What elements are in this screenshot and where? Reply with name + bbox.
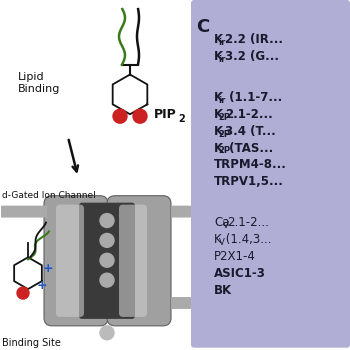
Text: 2.1-2...: 2.1-2... (227, 216, 268, 229)
Circle shape (100, 214, 114, 228)
Circle shape (100, 326, 114, 340)
Text: TRPM4-8...: TRPM4-8... (214, 159, 287, 172)
FancyBboxPatch shape (1, 206, 47, 218)
FancyBboxPatch shape (44, 196, 108, 326)
Text: Binding Site: Binding Site (2, 338, 61, 348)
Text: ir: ir (219, 96, 226, 105)
Text: 2P: 2P (219, 130, 231, 139)
Text: 3.2 (G...: 3.2 (G... (225, 50, 279, 63)
Text: (1.4,3...: (1.4,3... (222, 233, 272, 246)
Text: 2.1-2...: 2.1-2... (225, 108, 273, 121)
Text: BK: BK (214, 284, 232, 296)
Circle shape (100, 273, 114, 287)
Text: +: + (37, 279, 47, 292)
FancyBboxPatch shape (107, 196, 171, 326)
Circle shape (133, 109, 147, 123)
Text: Ca: Ca (214, 216, 230, 229)
Text: K: K (214, 33, 223, 46)
Text: K: K (214, 141, 223, 154)
Circle shape (100, 253, 114, 267)
Text: V: V (219, 238, 225, 247)
Text: K: K (214, 108, 223, 121)
Text: V: V (223, 221, 229, 230)
Text: (TAS...: (TAS... (225, 141, 274, 154)
FancyBboxPatch shape (171, 297, 191, 309)
Text: PIP: PIP (154, 108, 177, 121)
Text: K: K (214, 50, 223, 63)
Text: 2.2 (IR...: 2.2 (IR... (225, 33, 284, 46)
Text: 2P: 2P (219, 147, 231, 155)
Text: ir: ir (219, 38, 226, 47)
FancyBboxPatch shape (191, 0, 350, 348)
FancyBboxPatch shape (56, 205, 84, 317)
Text: +: + (43, 262, 53, 275)
Text: Lipid
Binding: Lipid Binding (18, 71, 60, 94)
Text: 3.4 (T...: 3.4 (T... (225, 125, 276, 138)
Text: P2X1-4: P2X1-4 (214, 250, 256, 263)
Text: 2P: 2P (219, 113, 231, 122)
Text: ir: ir (219, 55, 226, 64)
Text: d-Gated Ion Channel: d-Gated Ion Channel (2, 191, 96, 200)
Text: K: K (214, 125, 223, 138)
Circle shape (113, 109, 127, 123)
Text: K: K (214, 233, 222, 246)
FancyBboxPatch shape (119, 205, 147, 317)
Circle shape (17, 287, 29, 299)
FancyBboxPatch shape (171, 206, 191, 218)
FancyBboxPatch shape (79, 203, 135, 319)
Text: TRPV1,5...: TRPV1,5... (214, 175, 284, 188)
Text: C: C (196, 18, 209, 36)
Text: K: K (214, 91, 223, 104)
Circle shape (100, 233, 114, 247)
Text: (1.1-7...: (1.1-7... (225, 91, 283, 104)
Text: ASIC1-3: ASIC1-3 (214, 267, 266, 280)
Text: 2: 2 (178, 114, 185, 124)
